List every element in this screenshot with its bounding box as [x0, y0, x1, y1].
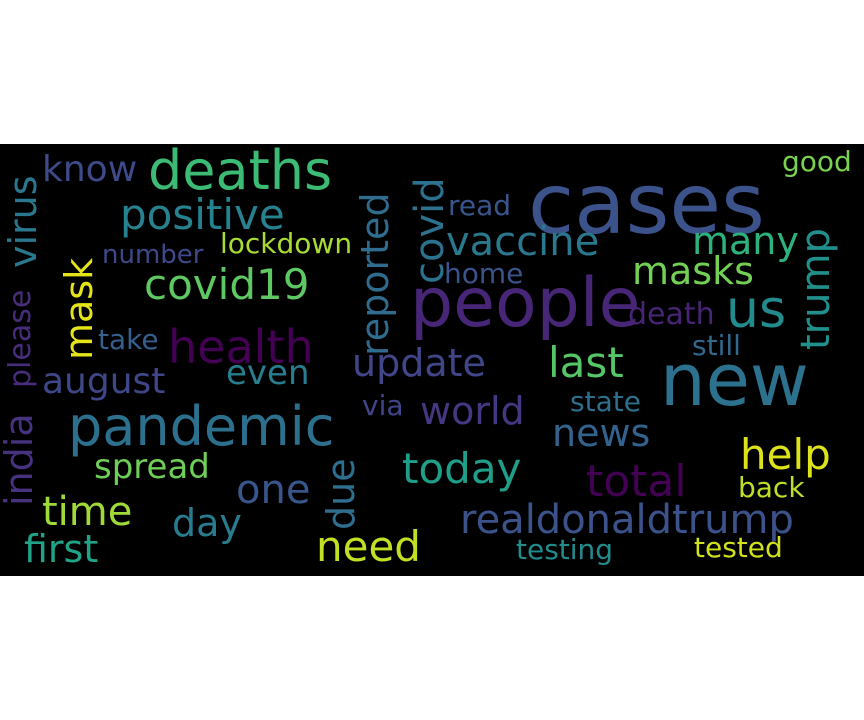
word-covid: covid [407, 177, 453, 284]
word-home: home [444, 257, 524, 290]
word-even: even [226, 353, 310, 393]
word-august: august [42, 361, 166, 402]
word-masks: masks [632, 249, 754, 293]
word-news: news [552, 411, 651, 455]
word-know: know [42, 149, 138, 190]
word-many: many [692, 219, 799, 263]
word-new: new [660, 338, 809, 422]
word-trump: trump [793, 228, 839, 350]
word-us: us [726, 280, 787, 340]
word-positive: positive [120, 190, 285, 239]
word-covid19: covid19 [144, 260, 310, 309]
word-tested: tested [694, 531, 783, 564]
word-world: world [420, 389, 525, 433]
word-state: state [570, 385, 641, 418]
word-last: last [548, 338, 624, 387]
word-help: help [740, 430, 831, 479]
word-people: people [410, 264, 641, 343]
word-first: first [24, 527, 99, 571]
word-today: today [402, 444, 522, 493]
word-health: health [168, 320, 314, 374]
word-mask: mask [57, 257, 101, 360]
word-back: back [738, 471, 805, 504]
word-due: due [319, 458, 363, 530]
word-cloud: cases new people deaths pandemic health … [0, 144, 864, 576]
word-day: day [172, 501, 242, 545]
word-spread: spread [94, 447, 210, 487]
word-one: one [236, 467, 311, 513]
word-testing: testing [516, 533, 614, 566]
word-update: update [352, 341, 486, 385]
word-vaccine: vaccine [446, 219, 600, 265]
word-india: india [0, 413, 41, 506]
word-deaths: deaths [148, 144, 333, 202]
word-virus: virus [1, 175, 45, 268]
word-reported: reported [353, 192, 397, 356]
word-via: via [362, 389, 404, 422]
word-pandemic: pandemic [68, 395, 335, 458]
word-total: total [586, 456, 687, 507]
word-still: still [692, 329, 741, 362]
word-realdonaldtrump: realdonaldtrump [460, 497, 794, 543]
word-cases: cases [528, 155, 765, 253]
word-good: good [782, 145, 852, 178]
word-read: read [448, 189, 512, 222]
word-take: take [98, 323, 159, 356]
word-please: please [3, 289, 38, 388]
word-lockdown: lockdown [220, 227, 353, 260]
word-need: need [316, 522, 421, 571]
word-death: death [628, 297, 715, 332]
word-number: number [102, 240, 204, 270]
word-time: time [42, 489, 133, 535]
